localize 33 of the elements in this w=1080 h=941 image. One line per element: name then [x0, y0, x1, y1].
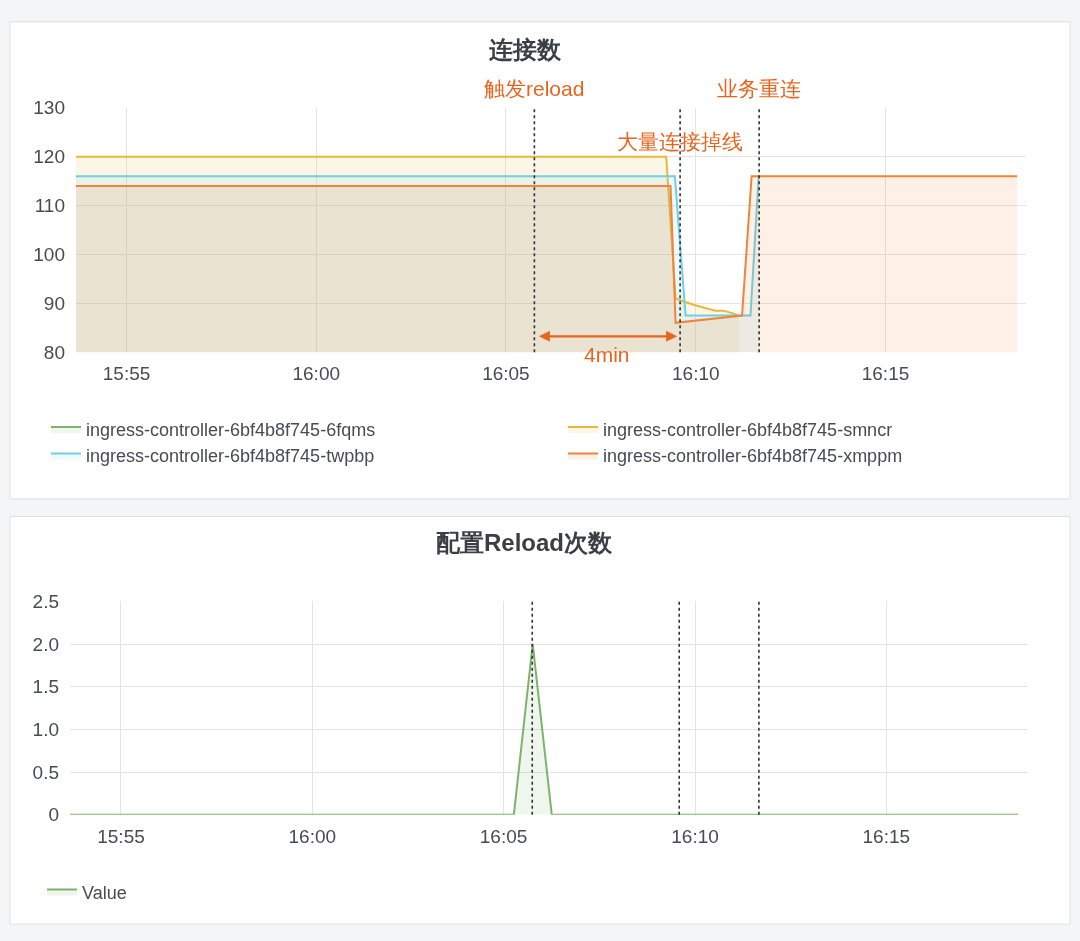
y-tick-label: 1.0 — [32, 719, 59, 741]
legend-label: ingress-controller-6bf4b8f745-twpbp — [86, 446, 375, 467]
y-tick-label: 0 — [48, 804, 59, 826]
x-tick-label: 16:05 — [482, 363, 530, 385]
annotation: 4min — [584, 343, 630, 366]
x-tick-label: 16:05 — [479, 825, 528, 847]
y-tick-label: 90 — [43, 292, 65, 314]
ref-line-label: 业务重连 — [717, 77, 801, 100]
chart-title: 配置Reload次数 — [436, 529, 614, 556]
ref-line-label: 触发reload — [484, 77, 585, 100]
y-tick-label: 1.5 — [32, 676, 59, 698]
y-tick-label: 130 — [33, 97, 65, 119]
x-tick-label: 16:00 — [288, 825, 337, 847]
y-tick-label: 0.5 — [32, 761, 59, 783]
x-tick-label: 15:55 — [97, 825, 145, 847]
y-tick-label: 100 — [33, 244, 65, 266]
legend-label: ingress-controller-6bf4b8f745-xmppm — [603, 446, 903, 467]
x-tick-label: 16:00 — [292, 363, 340, 385]
y-tick-label: 2.0 — [32, 633, 59, 655]
y-tick-label: 110 — [34, 195, 65, 217]
x-tick-label: 16:10 — [671, 825, 719, 847]
legend-label: ingress-controller-6bf4b8f745-smncr — [603, 420, 893, 441]
x-tick-label: 15:55 — [102, 363, 151, 385]
y-tick-label: 120 — [33, 146, 65, 168]
chart-title: 连接数 — [488, 36, 562, 63]
x-tick-label: 16:15 — [862, 825, 911, 847]
ref-line-label: 大量连接掉线 — [617, 130, 743, 153]
y-tick-label: 80 — [43, 341, 65, 363]
legend-label: ingress-controller-6bf4b8f745-6fqms — [86, 420, 376, 441]
y-tick-label: 2.5 — [32, 591, 59, 613]
x-tick-label: 16:15 — [861, 363, 910, 385]
legend-label: Value — [82, 882, 127, 903]
x-tick-label: 16:10 — [672, 363, 720, 385]
